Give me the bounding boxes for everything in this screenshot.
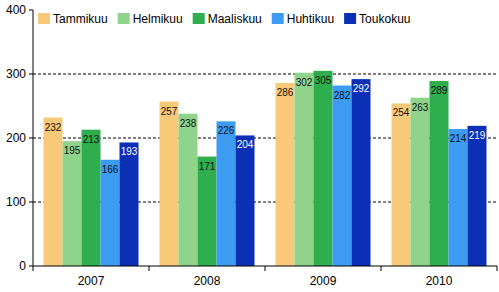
bar [449,129,468,266]
y-tick-label: 400 [6,3,26,17]
data-label: 171 [199,161,216,172]
bar [236,135,255,266]
data-label: 214 [450,133,467,144]
y-tick [29,10,33,11]
y-tick [29,74,33,75]
x-tick [497,266,498,271]
bar [63,141,82,266]
bar [179,114,198,266]
data-label: 238 [180,118,197,129]
y-axis [33,10,34,266]
legend: Tammikuu Helmikuu Maaliskuu Huhtikuu Toukoku… [38,12,410,26]
data-label: 254 [393,107,410,118]
chart: 0 100 200 300 400 232 257 286 254 195 238 302 263 213… [0,0,499,292]
y-tick [29,202,33,203]
legend-label: Huhtikuu [287,12,334,26]
data-label: 305 [315,75,332,86]
data-label: 257 [161,106,178,117]
legend-label: Toukokuu [359,12,410,26]
data-label: 226 [218,125,235,136]
legend-label: Helmikuu [133,12,183,26]
data-label: 292 [353,83,370,94]
bars [44,71,487,266]
y-tick-label: 0 [19,259,26,273]
data-label: 193 [121,146,138,157]
data-label: 263 [412,102,429,113]
bar [198,157,217,266]
bar [101,160,120,266]
bar [120,142,139,266]
y-tick-label: 200 [6,131,26,145]
data-label: 219 [469,130,486,141]
legend-label: Maaliskuu [208,12,262,26]
x-tick-label: 2007 [78,274,105,288]
x-tick [265,266,266,271]
x-tick [33,266,34,271]
data-label: 302 [296,77,313,88]
x-tick [149,266,150,271]
data-label: 286 [277,87,294,98]
data-label: 289 [431,85,448,96]
bar [352,79,371,266]
bar [82,130,101,266]
data-label: 282 [334,90,351,101]
data-labels: 232 257 286 254 195 238 302 263 213 171 305 289 166 2… [45,75,486,175]
bar [468,126,487,266]
legend-swatch [118,13,130,24]
legend-label: Tammikuu [53,12,108,26]
legend-swatch [193,13,205,24]
legend-swatch [344,13,356,24]
x-tick [381,266,382,271]
data-label: 232 [45,122,62,133]
x-tick-label: 2009 [310,274,337,288]
data-label: 213 [83,134,100,145]
data-label: 166 [102,164,119,175]
bar [276,83,295,266]
x-tick-label: 2008 [194,274,221,288]
bar [44,118,63,266]
y-tick [29,266,33,267]
bar [333,86,352,266]
bar [411,98,430,266]
data-label: 195 [64,145,81,156]
legend-swatch [38,13,50,24]
y-tick [29,138,33,139]
bar [295,73,314,266]
legend-swatch [272,13,284,24]
bar [430,81,449,266]
y-tick-label: 300 [6,67,26,81]
bar [392,103,411,266]
y-tick-label: 100 [6,195,26,209]
data-label: 204 [237,139,254,150]
x-tick-label: 2010 [426,274,453,288]
bar [160,102,179,266]
bar [217,121,236,266]
grid-line [33,74,497,75]
bar [314,71,333,266]
